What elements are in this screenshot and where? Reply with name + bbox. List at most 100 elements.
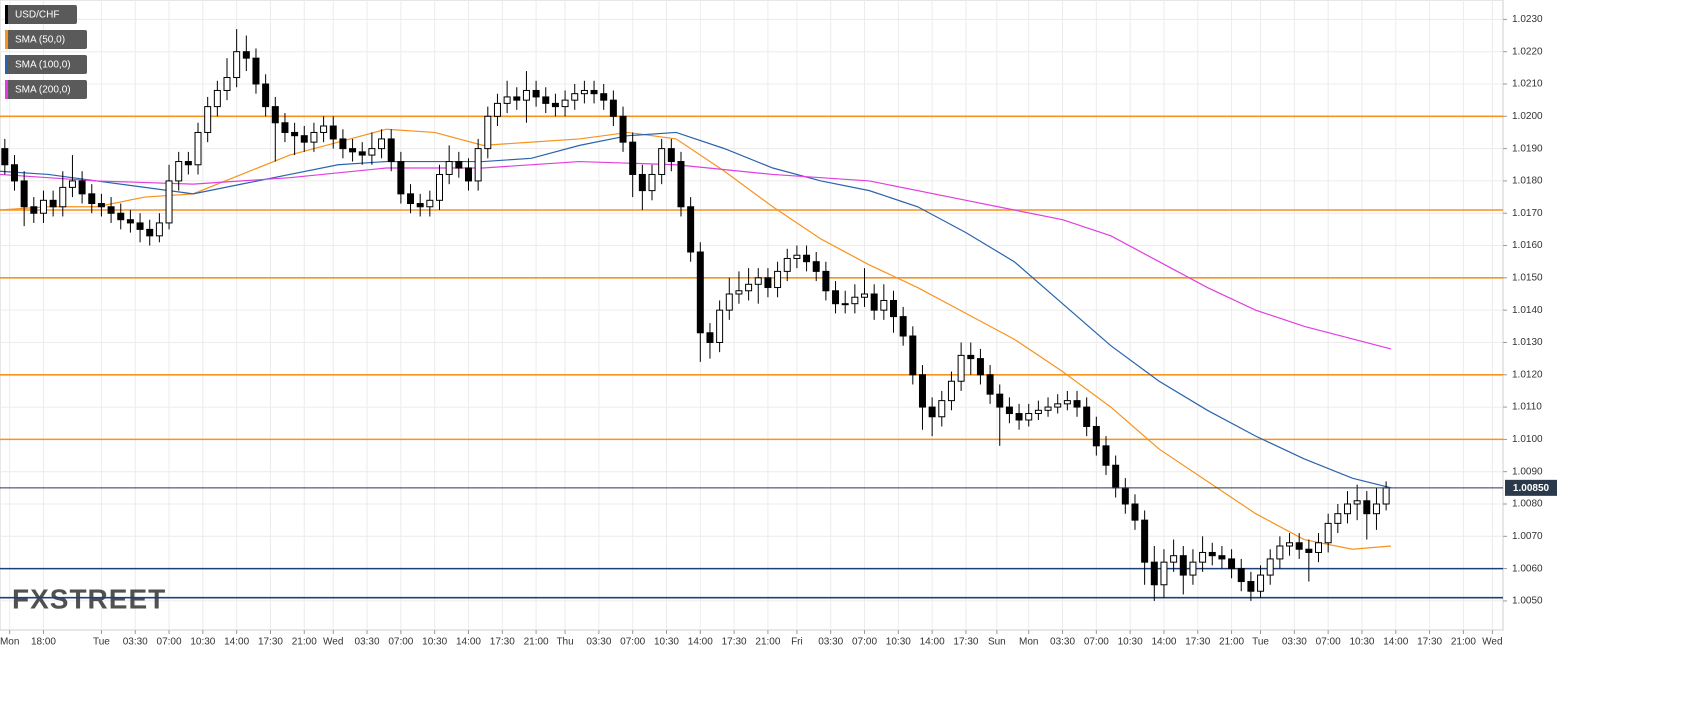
candle-body <box>59 186 67 208</box>
candle-body <box>1131 503 1139 521</box>
candle-body <box>78 180 86 195</box>
x-tick-label: Sun <box>988 637 1006 648</box>
candle-body <box>271 106 279 124</box>
x-tick-label: 07:00 <box>388 637 413 648</box>
x-tick-label: Fri <box>791 637 803 648</box>
candle-body <box>745 283 753 292</box>
candle-body <box>542 96 550 104</box>
candle-body <box>175 161 183 182</box>
candle-body <box>39 199 47 214</box>
y-tick-label: 1.0180 <box>1512 176 1543 187</box>
x-tick-label: 07:00 <box>1316 637 1341 648</box>
x-tick-label: 03:30 <box>1282 637 1307 648</box>
candle-body <box>464 167 472 182</box>
legend-swatch <box>5 5 8 24</box>
candle-body <box>300 135 308 143</box>
x-tick-label: 10:30 <box>886 637 911 648</box>
candle-body <box>812 261 820 272</box>
candle-body <box>165 180 173 224</box>
candle-body <box>783 257 791 272</box>
candle-body <box>976 358 984 376</box>
candle-body <box>600 93 608 101</box>
y-tick-label: 1.0110 <box>1512 402 1542 413</box>
y-tick-label: 1.0050 <box>1512 596 1543 607</box>
candle-body <box>1276 545 1284 560</box>
candle-body <box>378 138 386 150</box>
candle-body <box>996 393 1004 408</box>
candle-body <box>609 99 617 117</box>
candle-body <box>445 161 453 175</box>
x-tick-label: 07:00 <box>620 637 645 648</box>
legend-item: SMA (50,0) <box>5 30 87 49</box>
candle-body <box>687 206 695 253</box>
y-tick-label: 1.0140 <box>1512 305 1543 316</box>
candle-body <box>696 251 704 334</box>
x-tick-label: 21:00 <box>1451 637 1476 648</box>
candle-body <box>30 206 38 214</box>
candle-body <box>706 332 714 343</box>
x-tick-label: 07:00 <box>157 637 182 648</box>
candle-body <box>10 164 18 182</box>
x-tick-label: 21:00 <box>524 637 549 648</box>
candle-body <box>841 303 849 306</box>
candle-body <box>1189 561 1197 576</box>
candle-body <box>310 131 318 143</box>
candle-body <box>1372 503 1380 515</box>
x-tick-label: Mon <box>0 637 19 648</box>
candle-body <box>677 161 685 208</box>
candle-body <box>320 125 328 133</box>
candle-body <box>619 115 627 143</box>
candle-body <box>1150 561 1158 586</box>
candle-body <box>233 51 241 79</box>
x-tick-label: 07:00 <box>1084 637 1109 648</box>
candle-body <box>194 131 202 166</box>
candle-body <box>522 89 530 101</box>
candle-body <box>1208 551 1216 557</box>
legend-box <box>5 80 87 99</box>
candle-body <box>774 270 782 289</box>
y-tick-label: 1.0100 <box>1512 434 1543 445</box>
candle-body <box>667 148 675 163</box>
candle-body <box>416 203 424 208</box>
x-tick-label: Tue <box>93 637 110 648</box>
candle-body <box>1247 581 1255 592</box>
candle-body <box>1382 487 1390 505</box>
candle-body <box>590 89 598 95</box>
candle-body <box>822 270 830 292</box>
candle-body <box>716 309 724 343</box>
x-tick-label: 14:00 <box>920 637 945 648</box>
x-tick-label: 03:30 <box>586 637 611 648</box>
sma-line <box>0 131 1392 489</box>
candle-body <box>329 125 337 140</box>
x-tick-label: 10:30 <box>422 637 447 648</box>
y-tick-label: 1.0060 <box>1512 563 1543 574</box>
x-tick-label: 03:30 <box>1050 637 1075 648</box>
legend-box <box>5 30 87 49</box>
legend-label: SMA (200,0) <box>15 85 71 96</box>
candle-body <box>880 299 888 311</box>
candle-body <box>513 96 521 101</box>
candle-body <box>184 161 192 166</box>
candle-body <box>503 96 511 104</box>
legend-swatch <box>5 30 8 49</box>
x-tick-label: 17:30 <box>1185 637 1210 648</box>
candle-body <box>571 93 579 101</box>
candle-body <box>764 277 772 289</box>
x-tick-label: 17:30 <box>722 637 747 648</box>
legend-label: SMA (100,0) <box>15 60 71 71</box>
candle-body <box>580 89 588 95</box>
candle-body <box>1063 400 1071 405</box>
candle-body <box>918 374 926 408</box>
x-tick-label: 10:30 <box>190 637 215 648</box>
candle-body <box>339 138 347 150</box>
legend-item: SMA (200,0) <box>5 80 87 99</box>
y-tick-label: 1.0160 <box>1512 240 1543 251</box>
x-tick-label: 18:00 <box>31 637 56 648</box>
watermark: FXSTREET <box>12 583 166 614</box>
legend-item: USD/CHF <box>5 5 77 24</box>
x-tick-label: 03:30 <box>818 637 843 648</box>
candle-body <box>754 277 762 285</box>
candle-body <box>1334 513 1342 524</box>
candle-body <box>889 299 897 318</box>
